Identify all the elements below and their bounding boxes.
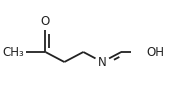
Text: OH: OH <box>146 46 164 59</box>
Text: N: N <box>98 56 107 69</box>
Text: O: O <box>41 15 50 28</box>
Text: CH₃: CH₃ <box>3 46 24 59</box>
